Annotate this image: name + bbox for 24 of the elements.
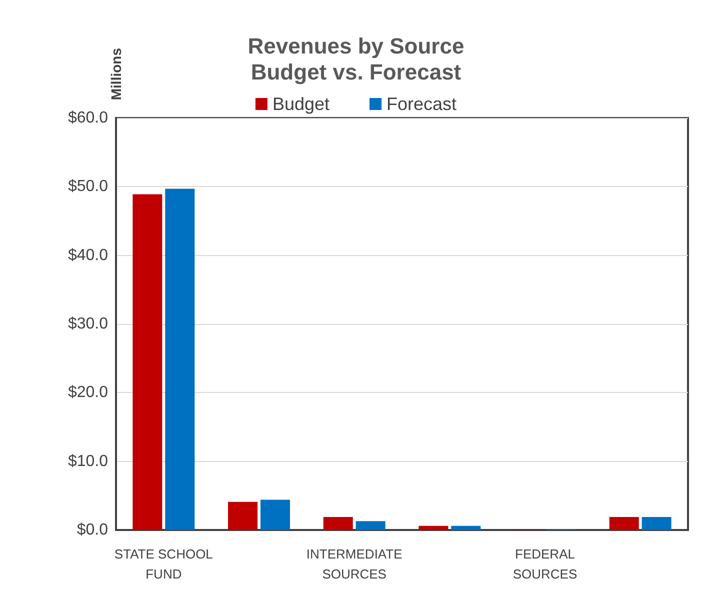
bar (260, 500, 290, 530)
bar (418, 526, 448, 530)
bar (642, 516, 672, 530)
y-tick-label: $60.0 (68, 110, 108, 126)
legend-label: Forecast (386, 94, 457, 114)
bar (609, 516, 639, 530)
legend-label: Budget (272, 94, 330, 114)
y-tick-label: $10.0 (68, 452, 108, 470)
bar (451, 526, 481, 530)
chart-title: Revenues by Source Budget vs. Forecast (248, 34, 464, 84)
bar (165, 188, 195, 530)
bar (323, 516, 353, 530)
bar (132, 194, 162, 530)
y-tick-label: $50.0 (68, 178, 108, 196)
bar (228, 502, 258, 530)
y-tick-label: $20.0 (68, 384, 108, 402)
y-tick-label: $0.0 (76, 522, 108, 538)
x-tick-label: INTERMEDIATE SOURCES (306, 546, 403, 582)
y-axis-title: Millions (108, 48, 124, 100)
y-tick-label: $40.0 (68, 246, 108, 264)
x-tick-label: STATE SCHOOL FUND (114, 546, 213, 582)
x-tick-label: FEDERAL SOURCES (512, 546, 578, 582)
y-tick-label: $30.0 (68, 316, 108, 332)
bar (356, 521, 386, 530)
